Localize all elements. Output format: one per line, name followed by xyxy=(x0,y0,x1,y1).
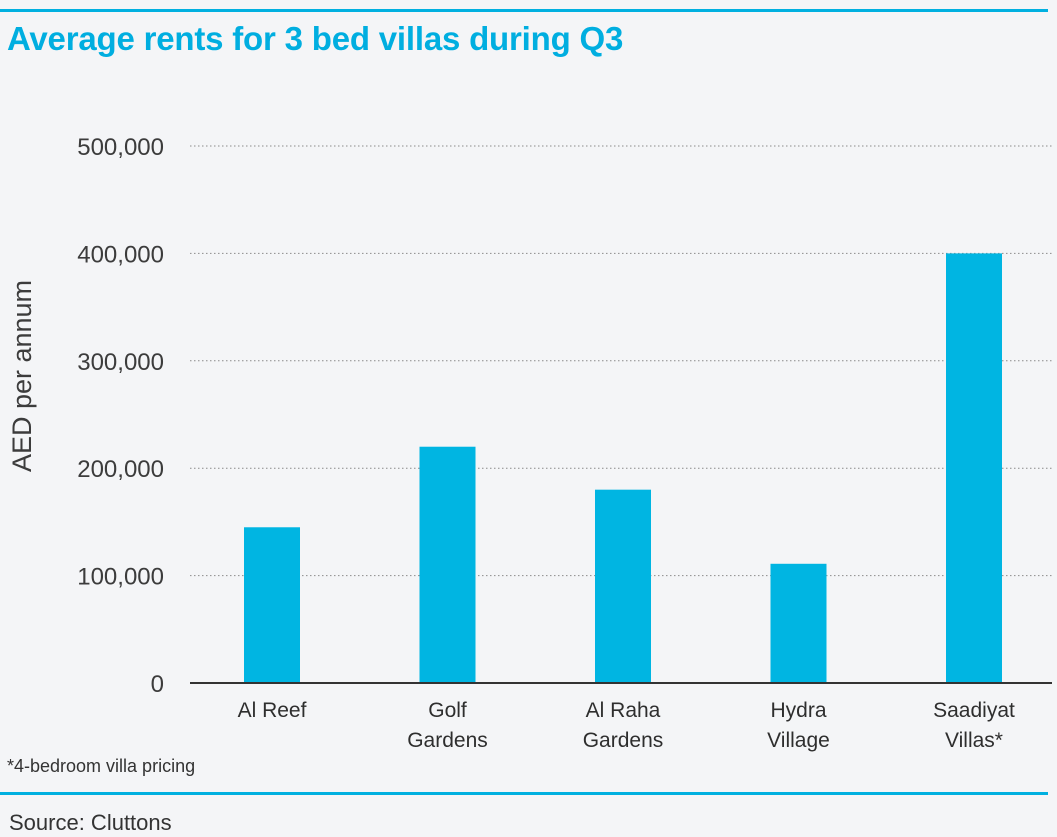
x-tick-label: Golf Gardens xyxy=(407,699,488,752)
y-tick-label: 500,000 xyxy=(77,134,164,161)
y-tick-label: 300,000 xyxy=(77,349,164,376)
y-tick-label: 0 xyxy=(151,671,164,698)
top-rule xyxy=(0,9,1048,12)
y-tick-label: 200,000 xyxy=(77,456,164,483)
source-note: Source: Cluttons xyxy=(9,810,172,835)
x-tick-label: Al Raha Gardens xyxy=(583,699,664,752)
chart-title: Average rents for 3 bed villas during Q3 xyxy=(7,20,624,57)
bottom-rule xyxy=(0,792,1048,795)
bar-chart: 0 100,000 200,000 300,000 400,000 500,000 Al R… xyxy=(7,134,1052,752)
y-tick-label: 400,000 xyxy=(77,241,164,268)
x-tick-label: Saadiyat Villas* xyxy=(933,699,1015,752)
footnote: *4-bedroom villa pricing xyxy=(7,756,196,776)
bar xyxy=(244,527,300,683)
bar xyxy=(946,253,1002,683)
bar xyxy=(595,489,651,683)
x-tick-label: Hydra Village xyxy=(767,699,830,752)
x-tick-label: Al Reef xyxy=(238,699,307,722)
y-axis-title: AED per annum xyxy=(7,280,37,472)
bar xyxy=(770,563,827,683)
bar xyxy=(419,446,476,683)
y-tick-label: 100,000 xyxy=(77,564,164,591)
